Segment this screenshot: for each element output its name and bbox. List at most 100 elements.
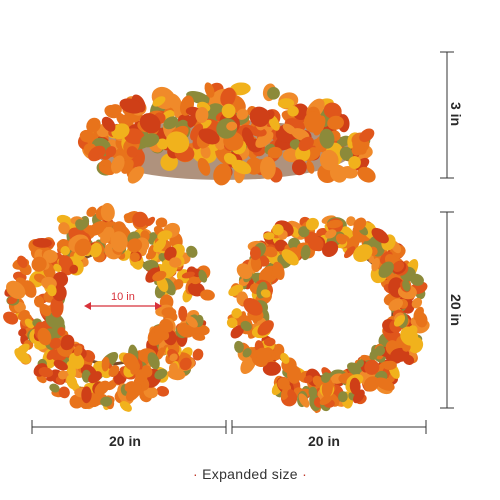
leaf <box>319 128 335 149</box>
leaf <box>321 378 333 399</box>
leaf <box>204 82 215 98</box>
leaf <box>135 369 148 383</box>
leaf <box>164 246 177 261</box>
leaf <box>308 235 324 251</box>
leaf <box>393 314 406 327</box>
leaf <box>335 233 347 245</box>
leaf <box>287 389 296 400</box>
leaf <box>129 252 140 263</box>
leaf <box>326 219 343 229</box>
leaf <box>242 348 252 358</box>
leaf <box>68 352 85 369</box>
leaf <box>390 347 410 363</box>
leaf <box>392 260 405 273</box>
leaf <box>173 278 184 290</box>
leaf <box>240 320 252 332</box>
leaf <box>230 325 244 339</box>
leaf <box>100 396 113 407</box>
leaf <box>287 105 299 117</box>
leaf <box>349 377 361 395</box>
leaf <box>110 231 128 253</box>
leaf <box>163 116 179 130</box>
leaf <box>46 349 58 360</box>
leaf <box>185 316 198 328</box>
leaf <box>195 107 209 123</box>
leaf <box>375 377 395 391</box>
leaf <box>100 203 115 222</box>
leaf <box>363 376 380 392</box>
leaf <box>200 145 211 159</box>
leaf <box>24 318 35 329</box>
leaf <box>140 133 160 148</box>
leaf <box>388 298 404 311</box>
leaf <box>45 312 65 330</box>
leaf <box>156 386 170 397</box>
leaf <box>86 117 101 133</box>
leaf <box>74 238 92 257</box>
leaf <box>325 229 337 239</box>
leaf <box>125 383 142 402</box>
leaf <box>321 372 331 383</box>
height-label: 3 in <box>448 101 464 127</box>
leaf <box>176 322 196 338</box>
leaf <box>329 164 348 183</box>
leaf <box>60 337 75 351</box>
leaf <box>111 155 125 174</box>
leaf <box>298 393 310 408</box>
caption-text: Expanded size <box>202 466 298 482</box>
leaf <box>262 361 281 376</box>
leaf <box>220 87 236 107</box>
leaf <box>260 289 271 298</box>
leaf <box>153 238 167 253</box>
leaf <box>53 271 69 287</box>
leaf <box>17 255 28 268</box>
inner-diameter-arrow <box>84 302 162 310</box>
leaf <box>267 86 280 100</box>
leaf <box>231 159 252 175</box>
leaf <box>357 166 376 183</box>
leaf <box>87 221 107 236</box>
leaf <box>400 326 419 346</box>
leaf <box>267 146 283 159</box>
leaf <box>38 367 54 378</box>
leaf <box>277 98 295 109</box>
leaf <box>375 345 386 356</box>
leaf <box>371 257 380 272</box>
leaf <box>411 297 423 309</box>
leaf <box>234 340 244 353</box>
leaf <box>327 115 344 130</box>
leaf <box>192 348 204 361</box>
leaf <box>257 320 274 336</box>
leaf <box>58 222 70 235</box>
leaf <box>308 386 318 398</box>
leaf <box>69 394 85 409</box>
leaf <box>186 245 198 258</box>
leaf <box>159 318 174 333</box>
leaf <box>53 359 68 371</box>
leaf <box>105 146 117 158</box>
leaf <box>58 370 68 380</box>
leaf <box>127 166 145 184</box>
leaf <box>226 317 238 329</box>
leaf <box>79 129 95 143</box>
right-width-label: 20 in <box>308 433 340 449</box>
leaf <box>181 271 195 279</box>
leaf <box>119 98 143 114</box>
leaf <box>339 146 354 161</box>
leaf <box>231 308 242 319</box>
leaf <box>100 233 111 244</box>
leaf <box>197 157 211 176</box>
leaf <box>179 357 192 371</box>
leaf <box>49 383 60 393</box>
leaf <box>413 306 424 321</box>
leaf <box>346 216 356 226</box>
caption-bullet-right: · <box>302 466 308 482</box>
leaf <box>192 332 206 341</box>
leaf <box>132 211 148 228</box>
leaf <box>155 217 168 228</box>
leaf <box>255 131 274 148</box>
leaf <box>282 123 297 135</box>
leaf <box>344 246 356 259</box>
leaf <box>88 371 102 384</box>
leaf <box>49 337 62 349</box>
